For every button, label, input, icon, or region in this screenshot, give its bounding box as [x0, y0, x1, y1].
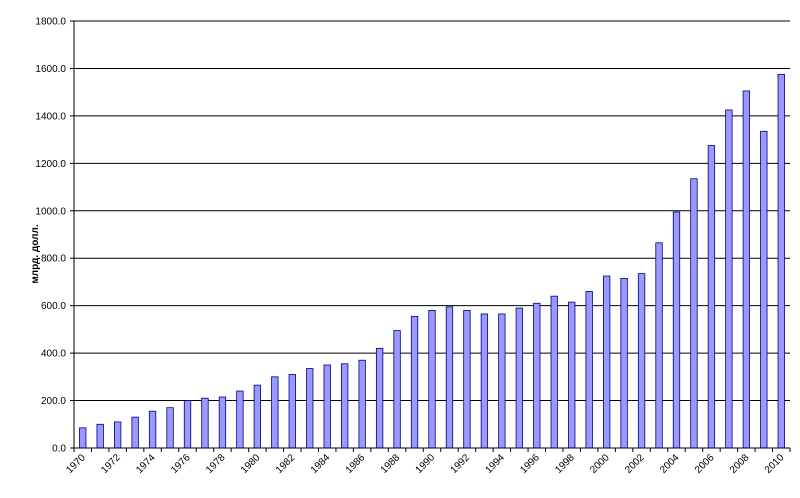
bar [463, 310, 471, 449]
bar [79, 427, 87, 449]
x-tick-label: 2004 [658, 452, 682, 476]
bar [428, 310, 436, 449]
x-tick-label: 1990 [414, 452, 438, 476]
bar [148, 410, 157, 449]
x-tick-label: 1986 [344, 452, 368, 476]
bar [288, 374, 296, 449]
bar [445, 306, 454, 449]
bar [323, 364, 331, 449]
x-tick-label: 1998 [553, 452, 577, 476]
x-tick-label: 2000 [588, 452, 612, 476]
bar [341, 363, 349, 449]
x-tick-label: 1976 [169, 452, 193, 476]
bar [672, 211, 681, 449]
bar [725, 109, 733, 449]
bar [166, 407, 174, 449]
bar [655, 242, 663, 449]
bar [620, 277, 628, 449]
bar [253, 384, 262, 449]
x-tick-label: 1994 [483, 452, 507, 476]
bar [533, 302, 541, 449]
y-tick-label: 0.0 [52, 444, 66, 455]
x-tick-label: 2006 [693, 452, 717, 476]
x-tick-label: 1970 [64, 452, 88, 476]
gridlines [74, 20, 790, 402]
bar [777, 73, 785, 449]
y-axis-ticks: 0.0 200.0 400.0 600.0 800.0 1000.0 1200.0 1400.… [35, 17, 74, 455]
x-tick-label: 1972 [99, 452, 123, 476]
y-tick-label: 1400.0 [35, 111, 66, 122]
bar [271, 376, 279, 449]
x-tick-label: 1988 [379, 452, 403, 476]
x-tick-label: 2002 [623, 452, 647, 476]
y-axis-title: млрд. долл. [30, 224, 41, 283]
bar [96, 423, 104, 449]
y-tick-label: 200.0 [41, 396, 66, 407]
bar [742, 90, 750, 449]
x-tick-label: 1984 [309, 452, 333, 476]
bar [114, 421, 122, 449]
bar [760, 130, 768, 449]
y-tick-label: 400.0 [41, 349, 66, 360]
bar [707, 145, 716, 449]
y-tick-label: 600.0 [41, 301, 66, 312]
x-tick-label: 1992 [449, 452, 473, 476]
y-tick-label: 1200.0 [35, 159, 66, 170]
x-axis-ticks: 1970 1972 1974 1976 1978 1980 1982 1984 1986 1988… [64, 448, 791, 476]
x-tick-label: 1978 [204, 452, 228, 476]
bar [410, 315, 419, 449]
axes [73, 21, 790, 449]
x-tick-label: 2010 [763, 452, 787, 476]
x-tick-label: 1980 [239, 452, 263, 476]
bar [131, 416, 139, 449]
y-tick-label: 1600.0 [35, 64, 66, 75]
bar [306, 368, 314, 449]
bar [375, 347, 384, 449]
bar [585, 291, 593, 449]
bar [602, 275, 611, 449]
bar [568, 301, 576, 449]
bar [183, 400, 192, 449]
bar-series [79, 73, 785, 449]
bar [201, 397, 209, 449]
bar [498, 313, 506, 449]
y-tick-label: 1000.0 [35, 206, 66, 217]
bar [637, 273, 646, 449]
bar [690, 178, 698, 449]
y-tick-label: 800.0 [41, 254, 66, 265]
bar [515, 307, 523, 449]
x-tick-label: 1982 [274, 452, 298, 476]
x-tick-label: 2008 [728, 452, 752, 476]
bar [218, 396, 227, 449]
bar [480, 313, 489, 449]
bar [393, 330, 401, 449]
bar [358, 359, 366, 449]
bar [550, 295, 558, 449]
y-tick-label: 1800.0 [35, 17, 66, 28]
x-tick-label: 1996 [518, 452, 542, 476]
bar [236, 390, 244, 449]
x-tick-label: 1974 [134, 452, 158, 476]
